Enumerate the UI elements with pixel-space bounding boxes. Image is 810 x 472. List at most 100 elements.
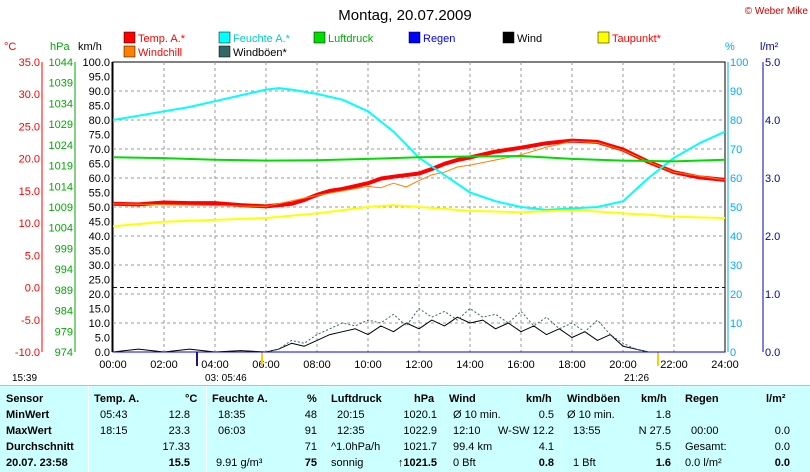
y-tick-label-celsius: -5.0 xyxy=(21,315,40,327)
axis-label-kmh: km/h xyxy=(78,41,102,53)
y-tick-label-hpa: 989 xyxy=(55,285,73,297)
x-tick-label: 02:00 xyxy=(150,359,178,371)
y-tick-label-percent: 40 xyxy=(730,231,742,243)
wind-distance: 99.4 km xyxy=(453,441,493,453)
y-tick-label-lm2: 5.0 xyxy=(765,57,780,69)
x-tick-label: 12:00 xyxy=(405,359,433,371)
max-rain: 0.0 xyxy=(774,425,790,437)
y-tick-label-kmh: 20.0 xyxy=(89,289,110,301)
header-pressure: Luftdruck xyxy=(331,393,382,405)
y-tick-label-celsius: -10.0 xyxy=(15,347,40,359)
header-gust-unit: km/h xyxy=(641,393,667,405)
x-tick-label: 06:00 xyxy=(252,359,280,371)
max-temp-time: 18:15 xyxy=(100,425,128,437)
y-tick-label-percent: 30 xyxy=(730,260,742,272)
x-tick-label: 20:00 xyxy=(609,359,637,371)
header-temp: Temp. A. xyxy=(94,393,140,405)
y-tick-label-kmh: 5.0 xyxy=(95,333,110,345)
max-hum: 91 xyxy=(304,425,317,437)
y-tick-label-celsius: 10.0 xyxy=(19,218,40,230)
press-trend: ^1.0hPa/h xyxy=(331,441,381,453)
min-gust: 1.8 xyxy=(655,409,671,421)
y-tick-label-kmh: 80.0 xyxy=(89,115,110,127)
time-marker-mid: 03: 05:46 xyxy=(205,373,247,384)
series-line-tempa xyxy=(112,138,726,209)
y-tick-label-hpa: 1029 xyxy=(49,119,73,131)
y-tick-label-kmh: 50.0 xyxy=(89,202,110,214)
y-tick-label-kmh: 35.0 xyxy=(89,246,110,258)
legend-label: Feuchte A.* xyxy=(233,33,291,45)
gust-avg-label: Ø 10 min. xyxy=(567,409,615,421)
axis-label-celsius: °C xyxy=(4,41,16,53)
y-tick-label-hpa: 974 xyxy=(55,347,73,359)
min-press-time: 20:15 xyxy=(337,409,365,421)
time-markers: 15:39 03: 05:46 21:26 xyxy=(12,373,649,384)
axis-label-lm2: l/m² xyxy=(760,41,779,53)
y-tick-label-celsius: 30.0 xyxy=(19,89,40,101)
header-temp-unit: °C xyxy=(185,393,198,405)
chart-legend: Temp. A.* Feuchte A.* Luftdruck Regen Wind Ta… xyxy=(123,31,662,59)
statistics-table: Sensor Temp. A. °C Feuchte A. % Luftdruc… xyxy=(0,385,810,472)
y-tick-label-lm2: 1.0 xyxy=(765,289,780,301)
y-tick-label-percent: 0 xyxy=(730,347,736,359)
y-tick-label-kmh: 25.0 xyxy=(89,275,110,287)
current-press: ↑1021.5 xyxy=(397,457,437,469)
y-tick-label-kmh: 45.0 xyxy=(89,217,110,229)
y-tick-label-percent: 90 xyxy=(730,86,742,98)
header-humidity-unit: % xyxy=(307,393,317,405)
y-tick-label-hpa: 1004 xyxy=(49,223,73,235)
series-line-windben xyxy=(113,308,725,353)
wind-bft: 0 Bft xyxy=(453,457,476,469)
y-tick-label-kmh: 70.0 xyxy=(89,144,110,156)
y-tick-label-percent: 100 xyxy=(730,57,748,69)
header-wind: Wind xyxy=(449,393,476,405)
y-tick-label-kmh: 40.0 xyxy=(89,231,110,243)
header-humidity: Feuchte A. xyxy=(212,393,268,405)
header-gust: Windböen xyxy=(567,393,621,405)
legend-swatch xyxy=(502,31,515,44)
y-tick-label-hpa: 1019 xyxy=(49,161,73,173)
avg-wind: 4.1 xyxy=(538,441,554,453)
min-wind: 0.5 xyxy=(538,409,554,421)
min-temp-time: 05:43 xyxy=(100,409,128,421)
y-tick-label-kmh: 10.0 xyxy=(89,318,110,330)
y-tick-label-hpa: 979 xyxy=(55,326,73,338)
header-rain: Regen xyxy=(685,393,719,405)
weather-chart: Montag, 20.07.2009 © Weber Mike Temp. A.… xyxy=(4,6,808,384)
row-label: MinWert xyxy=(6,409,50,421)
axis-label-percent: % xyxy=(725,41,735,53)
y-tick-label-kmh: 95.0 xyxy=(89,72,110,84)
rain-today: 0.0 l/m² xyxy=(685,457,722,469)
current-timestamp: 20.07. 23:58 xyxy=(6,457,68,469)
y-tick-label-percent: 50 xyxy=(730,202,742,214)
x-tick-label: 04:00 xyxy=(201,359,229,371)
min-press: 1020.1 xyxy=(403,409,437,421)
y-tick-label-hpa: 1039 xyxy=(49,78,73,90)
time-marker-right: 21:26 xyxy=(624,373,649,384)
max-gust-time: 13:55 xyxy=(573,425,601,437)
series-line-windchill xyxy=(112,140,726,207)
series-line-wind xyxy=(112,316,725,353)
x-tick-label: 00:00 xyxy=(99,359,127,371)
legend-label: Windchill xyxy=(138,47,182,59)
y-tick-label-percent: 70 xyxy=(730,144,742,156)
legend-swatch xyxy=(123,45,136,58)
min-temp: 12.8 xyxy=(168,409,190,421)
min-hum-time: 18:35 xyxy=(218,409,246,421)
avg-press: 1021.7 xyxy=(403,441,437,453)
y-tick-label-celsius: 15.0 xyxy=(19,186,40,198)
y-tick-label-kmh: 100.0 xyxy=(82,57,110,69)
x-tick-label: 14:00 xyxy=(456,359,484,371)
y-tick-label-kmh: 90.0 xyxy=(89,86,110,98)
max-press-time: 12:35 xyxy=(337,425,365,437)
x-tick-label: 10:00 xyxy=(354,359,382,371)
chart-title: Montag, 20.07.2009 xyxy=(338,7,471,24)
y-tick-label-kmh: 65.0 xyxy=(89,159,110,171)
y-tick-label-percent: 10 xyxy=(730,318,742,330)
current-wind: 0.8 xyxy=(538,457,554,469)
y-tick-label-hpa: 1024 xyxy=(49,140,73,152)
avg-temp: 17.33 xyxy=(162,441,190,453)
max-rain-time: 00:00 xyxy=(691,425,719,437)
y-tick-label-celsius: 35.0 xyxy=(19,57,40,69)
current-rain: 0.0 xyxy=(774,457,790,469)
